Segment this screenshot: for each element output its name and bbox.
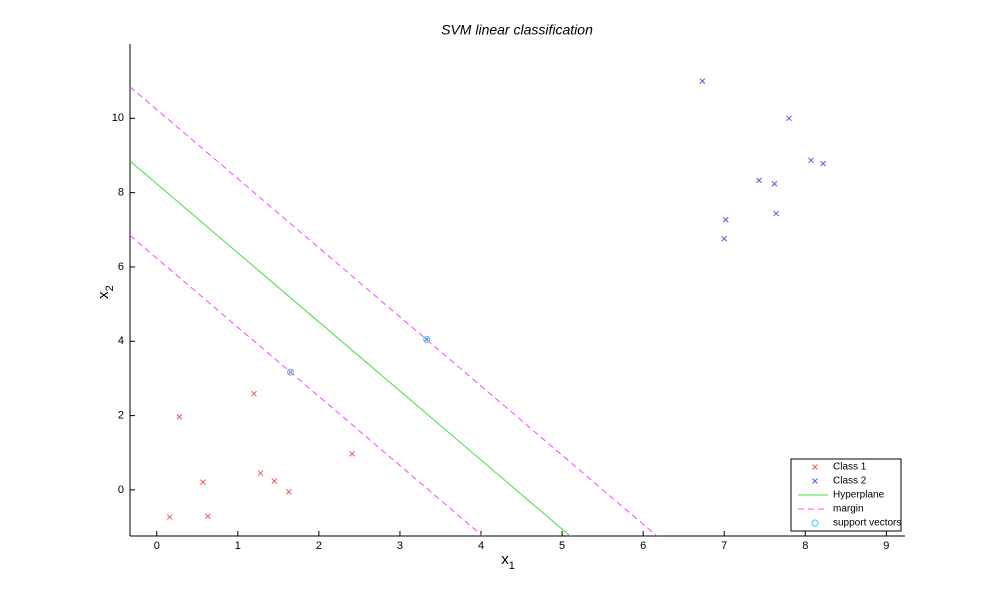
x-tick-label: 8: [802, 540, 808, 552]
x-tick-label: 6: [640, 540, 646, 552]
y-axis-label: x2: [95, 285, 116, 299]
legend-label: Class 1: [833, 462, 867, 473]
y-label-sub: 2: [104, 285, 116, 291]
point: [257, 470, 264, 477]
x-label-sub: 1: [509, 560, 515, 572]
point: [820, 160, 826, 167]
y-tick-label: 4: [118, 335, 124, 347]
x-tick-label: 2: [316, 540, 322, 552]
line: [129, 160, 571, 537]
point: [722, 216, 729, 223]
y-tick-label: 8: [118, 187, 124, 199]
x-tick-label: 7: [721, 540, 727, 552]
point: [721, 235, 728, 242]
y-tick-label: 10: [112, 112, 124, 124]
y-label-base: x: [95, 291, 112, 299]
legend-label: Hyperplane: [833, 490, 885, 501]
point: [756, 177, 762, 184]
x-tick-label: 9: [883, 540, 889, 552]
y-tick-label: 6: [118, 261, 124, 273]
point: [699, 78, 706, 85]
legend-symbol: [811, 519, 819, 527]
legend-symbol: [812, 478, 818, 484]
point: [808, 157, 814, 164]
legend-label: margin: [833, 504, 864, 515]
support-vector: [423, 335, 431, 343]
point: [200, 479, 206, 485]
point: [204, 513, 211, 520]
legend-label: Class 2: [833, 476, 867, 487]
chart-title: SVM linear classification: [441, 22, 593, 38]
x-tick-label: 4: [478, 540, 484, 552]
point: [349, 451, 355, 457]
x-tick-label: 0: [154, 540, 160, 552]
point: [166, 514, 173, 520]
point: [773, 210, 779, 217]
point: [786, 115, 792, 122]
point: [271, 478, 278, 484]
support-vector: [287, 368, 295, 376]
x-tick-label: 1: [235, 540, 241, 552]
line: [129, 86, 658, 537]
legend-label: support vectors: [833, 518, 901, 529]
x-label-base: x: [501, 551, 509, 568]
x-tick-label: 5: [559, 540, 565, 552]
point: [286, 488, 292, 495]
x-tick-label: 3: [397, 540, 403, 552]
point: [251, 390, 257, 397]
legend-symbol: [812, 464, 818, 470]
point: [176, 413, 183, 420]
x-axis-label: x1: [501, 551, 515, 572]
point: [771, 180, 778, 187]
y-tick-label: 2: [118, 410, 124, 422]
y-tick-label: 0: [118, 484, 124, 496]
